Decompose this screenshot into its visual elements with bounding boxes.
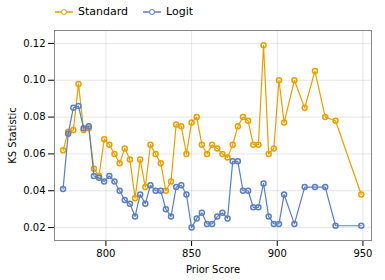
html-text:Standard: Standard	[78, 5, 128, 18]
svg-text:0.08: 0.08	[23, 111, 45, 122]
svg-text:800: 800	[96, 248, 115, 259]
svg-text:KS Statistic: KS Statistic	[7, 107, 18, 164]
svg-text:Prior Score: Prior Score	[186, 264, 240, 275]
svg-text:0.12: 0.12	[23, 38, 45, 49]
svg-text:850: 850	[182, 248, 201, 259]
svg-text:0.06: 0.06	[23, 148, 45, 159]
svg-text:0.02: 0.02	[23, 222, 45, 233]
html-text:Logit: Logit	[166, 5, 194, 18]
svg-text:900: 900	[268, 248, 287, 259]
svg-text:950: 950	[353, 248, 372, 259]
svg-text:0.10: 0.10	[23, 74, 45, 85]
svg-text:0.04: 0.04	[23, 185, 45, 196]
